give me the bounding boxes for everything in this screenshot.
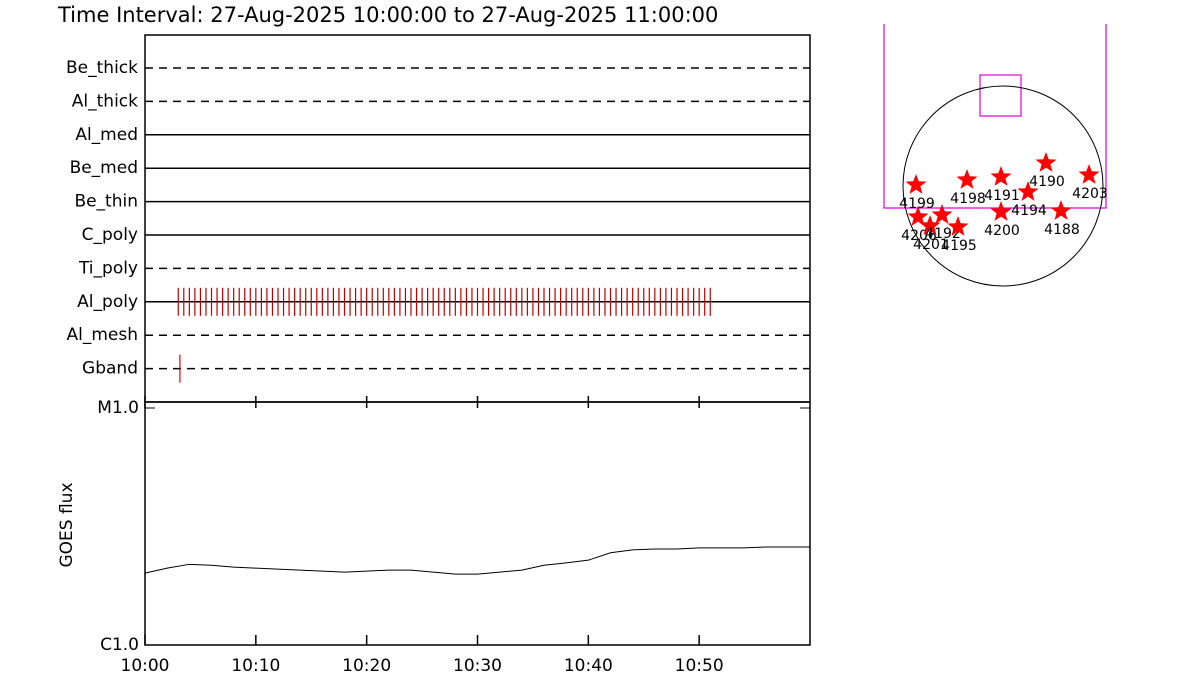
- ar-label: 4192: [925, 226, 961, 242]
- ar-label: 4194: [1011, 203, 1047, 219]
- ar-star: [905, 174, 927, 194]
- ar-label: 4198: [950, 191, 986, 207]
- row-label: Gband: [82, 359, 138, 379]
- ar-star: [907, 206, 929, 226]
- ar-star: [919, 215, 941, 235]
- y-tick-label: M1.0: [97, 398, 139, 418]
- x-tick-label: 10:30: [453, 656, 502, 676]
- ar-star: [956, 169, 978, 189]
- ar-star: [947, 216, 969, 236]
- x-tick-label: 10:20: [342, 656, 391, 676]
- x-tick-label: 10:40: [564, 656, 613, 676]
- timeline-frame: [144, 34, 811, 403]
- goes-curve: [144, 546, 810, 575]
- y-axis-label: GOES flux: [57, 482, 77, 567]
- ar-label: 4190: [1029, 174, 1065, 190]
- ar-label: 4191: [984, 188, 1020, 204]
- ar-label: 4206: [901, 228, 937, 244]
- fov-small: [979, 74, 1022, 117]
- row-label: Be_thick: [66, 58, 138, 78]
- x-tick-label: 10:10: [231, 656, 280, 676]
- row-label: Al_poly: [77, 292, 138, 312]
- row-label: Al_mesh: [66, 325, 138, 345]
- ar-label: 4201: [913, 237, 949, 253]
- ar-star: [1017, 181, 1039, 201]
- ar-label: 4203: [1072, 186, 1108, 202]
- solar-limb: [902, 85, 1104, 287]
- ar-star: [1035, 152, 1057, 172]
- row-label: Be_thin: [74, 192, 138, 212]
- title: Time Interval: 27-Aug-2025 10:00:00 to 2…: [57, 3, 718, 27]
- ar-star: [1050, 200, 1072, 220]
- goes-frame: [144, 401, 811, 646]
- y-tick-label: C1.0: [100, 635, 139, 655]
- ar-label: 4199: [899, 196, 935, 212]
- ar-label: 4200: [984, 223, 1020, 239]
- x-tick-label: 10:50: [675, 656, 724, 676]
- ar-star: [990, 166, 1012, 186]
- ar-label: 4188: [1044, 222, 1080, 238]
- ar-label: 4195: [941, 238, 977, 254]
- row-label: Be_med: [70, 158, 138, 178]
- ar-star: [1078, 164, 1100, 184]
- ar-star: [931, 204, 953, 224]
- x-tick-label: 10:00: [121, 656, 170, 676]
- row-label: Al_thick: [72, 91, 138, 111]
- ar-star: [990, 201, 1012, 221]
- row-label: Ti_poly: [78, 258, 138, 278]
- fov-box: [883, 24, 1107, 209]
- row-label: C_poly: [82, 225, 138, 245]
- row-label: Al_med: [75, 125, 138, 145]
